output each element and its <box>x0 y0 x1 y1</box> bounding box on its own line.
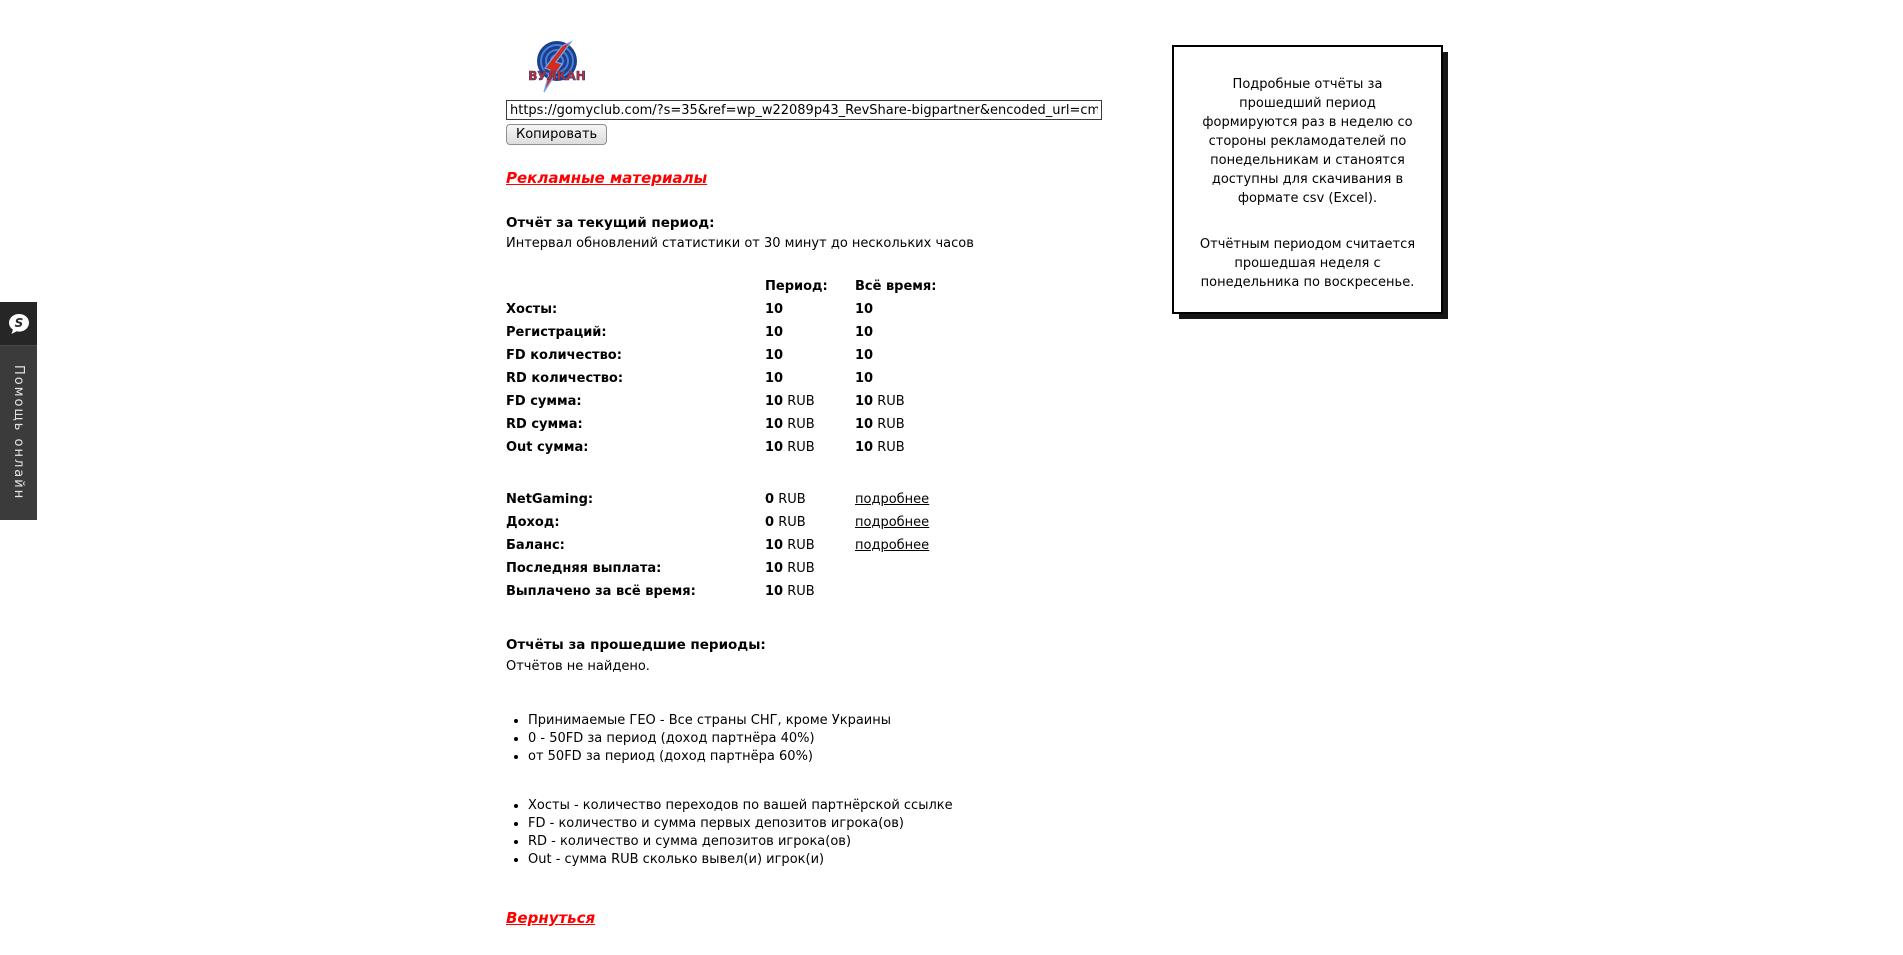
row-label: Регистраций: <box>506 325 607 340</box>
row-label: Out сумма: <box>506 440 589 455</box>
row-label: Баланс: <box>506 538 565 553</box>
row-label: FD количество: <box>506 348 622 363</box>
row-period-value: 10 <box>765 348 784 363</box>
details-link[interactable]: подробнее <box>855 492 930 507</box>
current-period-title: Отчёт за текущий период: <box>506 215 715 231</box>
lightning-bolt-icon <box>543 40 573 93</box>
row-alltime-value: 10 RUB <box>855 417 905 432</box>
table-row: Выплачено за всё время: 10 RUB <box>506 580 1126 603</box>
details-link[interactable]: подробнее <box>855 538 930 553</box>
row-label: Хосты: <box>506 302 558 317</box>
past-reports-title: Отчёты за прошедшие периоды: <box>506 637 766 653</box>
help-online-label: Помощь онлайн <box>11 365 26 501</box>
list-item: от 50FD за период (доход партнёра 60%) <box>528 750 1126 763</box>
stats-table: Период: Всё время: Хосты: 10 10 Регистра… <box>506 275 1126 459</box>
table-row: Доход: 0 RUB подробнее <box>506 511 1126 534</box>
main-content: ВУЛКАН Копировать Рекламные материалы От… <box>506 40 1126 927</box>
table-row: NetGaming: 0 RUB подробнее <box>506 488 1126 511</box>
row-alltime-value: 10 <box>855 325 874 340</box>
glossary-list: Хосты - количество переходов по вашей па… <box>528 799 1126 866</box>
summary-table: NetGaming: 0 RUB подробнее Доход: 0 RUB … <box>506 488 1126 603</box>
vulkan-logo-image: ВУЛКАН <box>528 40 586 93</box>
promo-materials-link[interactable]: Рекламные материалы <box>506 169 708 187</box>
row-period-value: 10 <box>765 325 784 340</box>
list-item: 0 - 50FD за период (доход партнёра 40%) <box>528 732 1126 745</box>
current-period-subtitle: Интервал обновлений статистики от 30 мин… <box>506 236 974 251</box>
row-label: FD сумма: <box>506 394 582 409</box>
row-period-value: 10 <box>765 371 784 386</box>
referral-url-input[interactable] <box>506 100 1102 120</box>
row-alltime-value: 10 RUB <box>855 440 905 455</box>
row-value: 0 RUB <box>765 515 806 530</box>
row-period-value: 10 RUB <box>765 394 815 409</box>
list-item: Хосты - количество переходов по вашей па… <box>528 799 1126 812</box>
list-item: Out - сумма RUB сколько вывел(и) игрок(и… <box>528 853 1126 866</box>
stats-header-row: Период: Всё время: <box>506 275 1126 298</box>
row-label: NetGaming: <box>506 492 594 507</box>
vulkan-logo: ВУЛКАН <box>526 40 588 96</box>
back-link[interactable]: Вернуться <box>506 909 596 927</box>
row-alltime-value: 10 RUB <box>855 394 905 409</box>
row-value: 0 RUB <box>765 492 806 507</box>
table-row: Хосты: 10 10 <box>506 298 1126 321</box>
list-item: Принимаемые ГЕО - Все страны СНГ, кроме … <box>528 714 1126 727</box>
stats-header-alltime: Всё время: <box>855 279 937 294</box>
copy-button[interactable]: Копировать <box>506 124 608 145</box>
row-alltime-value: 10 <box>855 302 874 317</box>
info-paragraph-1: Подробные отчёты за прошедший период фор… <box>1202 77 1413 206</box>
row-alltime-value: 10 <box>855 348 874 363</box>
row-label: RD сумма: <box>506 417 583 432</box>
table-row: RD количество: 10 10 <box>506 367 1126 390</box>
chat-bubble-icon[interactable]: S <box>0 302 37 346</box>
stats-header-period: Период: <box>765 279 828 294</box>
help-online-widget[interactable]: S Помощь онлайн <box>0 302 37 520</box>
list-item: RD - количество и сумма депозитов игрока… <box>528 835 1126 848</box>
weekly-reports-info-box: Подробные отчёты за прошедший период фор… <box>1172 45 1443 314</box>
row-label: Выплачено за всё время: <box>506 584 696 599</box>
terms-list: Принимаемые ГЕО - Все страны СНГ, кроме … <box>528 714 1126 763</box>
chat-icon-glyph: S <box>14 316 23 330</box>
row-label: Последняя выплата: <box>506 561 662 576</box>
table-row: RD сумма: 10 RUB 10 RUB <box>506 413 1126 436</box>
row-value: 10 RUB <box>765 538 815 553</box>
row-period-value: 10 <box>765 302 784 317</box>
table-row: Последняя выплата: 10 RUB <box>506 557 1126 580</box>
list-item: FD - количество и сумма первых депозитов… <box>528 817 1126 830</box>
row-value: 10 RUB <box>765 584 815 599</box>
table-row: Регистраций: 10 10 <box>506 321 1126 344</box>
row-value: 10 RUB <box>765 561 815 576</box>
info-paragraph-2: Отчётным периодом считается прошедшая не… <box>1199 237 1416 290</box>
table-row: Out сумма: 10 RUB 10 RUB <box>506 436 1126 459</box>
row-label: RD количество: <box>506 371 624 386</box>
row-period-value: 10 RUB <box>765 417 815 432</box>
table-row: FD сумма: 10 RUB 10 RUB <box>506 390 1126 413</box>
details-link[interactable]: подробнее <box>855 515 930 530</box>
table-row: FD количество: 10 10 <box>506 344 1126 367</box>
row-alltime-value: 10 <box>855 371 874 386</box>
row-period-value: 10 RUB <box>765 440 815 455</box>
row-label: Доход: <box>506 515 560 530</box>
past-reports-empty: Отчётов не найдено. <box>506 659 650 674</box>
table-row: Баланс: 10 RUB подробнее <box>506 534 1126 557</box>
logo-text: ВУЛКАН <box>528 69 586 83</box>
